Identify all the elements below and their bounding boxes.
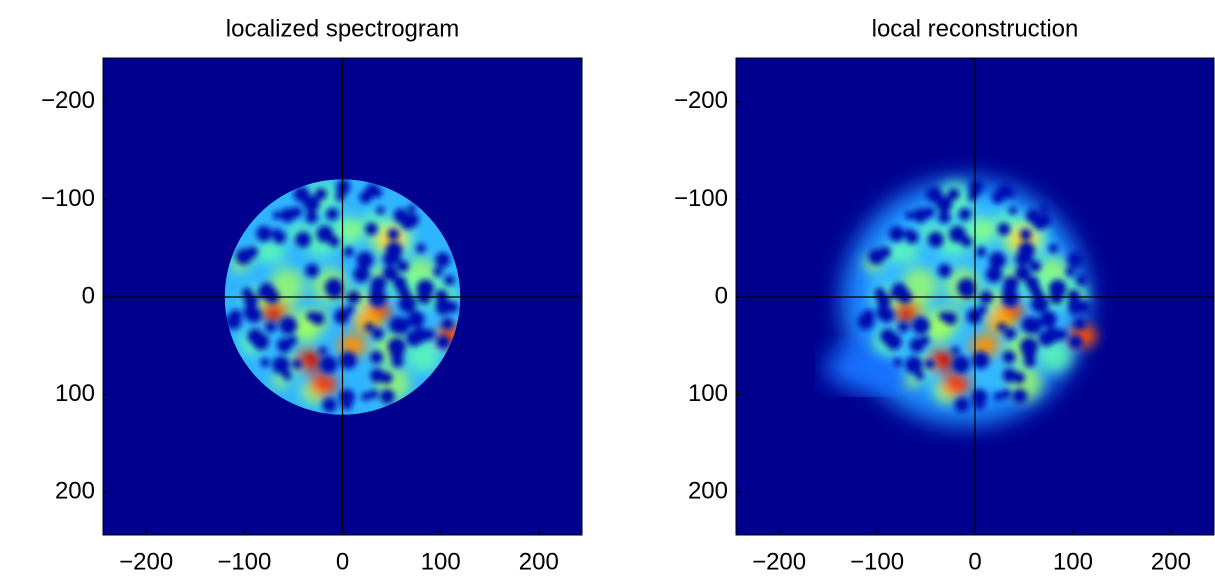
x-tick-label: −200 — [752, 548, 806, 575]
x-tick-label: 0 — [336, 548, 349, 575]
y-tick-label: 200 — [688, 477, 728, 504]
subplot: local reconstruction −200 −100 0 100 200 −200 −… — [674, 15, 1215, 575]
y-tick-label: 200 — [55, 477, 95, 504]
y-tick-label: 100 — [688, 380, 728, 407]
y-tick-label: −100 — [674, 185, 728, 212]
subplot: localized spectrogram −200 −100 0 100 200 −200… — [41, 15, 583, 575]
x-tick-label: 100 — [421, 548, 461, 575]
x-tick-label: 200 — [1151, 548, 1191, 575]
chart-title: local reconstruction — [872, 15, 1079, 42]
y-tick-label: −100 — [41, 185, 95, 212]
y-tick-label: −200 — [674, 87, 728, 114]
y-tick-label: 0 — [715, 282, 728, 309]
x-tick-label: −100 — [217, 548, 271, 575]
y-tick-label: 100 — [55, 380, 95, 407]
x-tick-label: 0 — [968, 548, 981, 575]
x-tick-label: 100 — [1053, 548, 1093, 575]
chart-title: localized spectrogram — [226, 15, 459, 42]
y-tick-label: 0 — [82, 282, 95, 309]
x-tick-label: −200 — [119, 548, 173, 575]
x-tick-label: 200 — [519, 548, 559, 575]
x-tick-label: −100 — [850, 548, 904, 575]
y-tick-label: −200 — [41, 87, 95, 114]
